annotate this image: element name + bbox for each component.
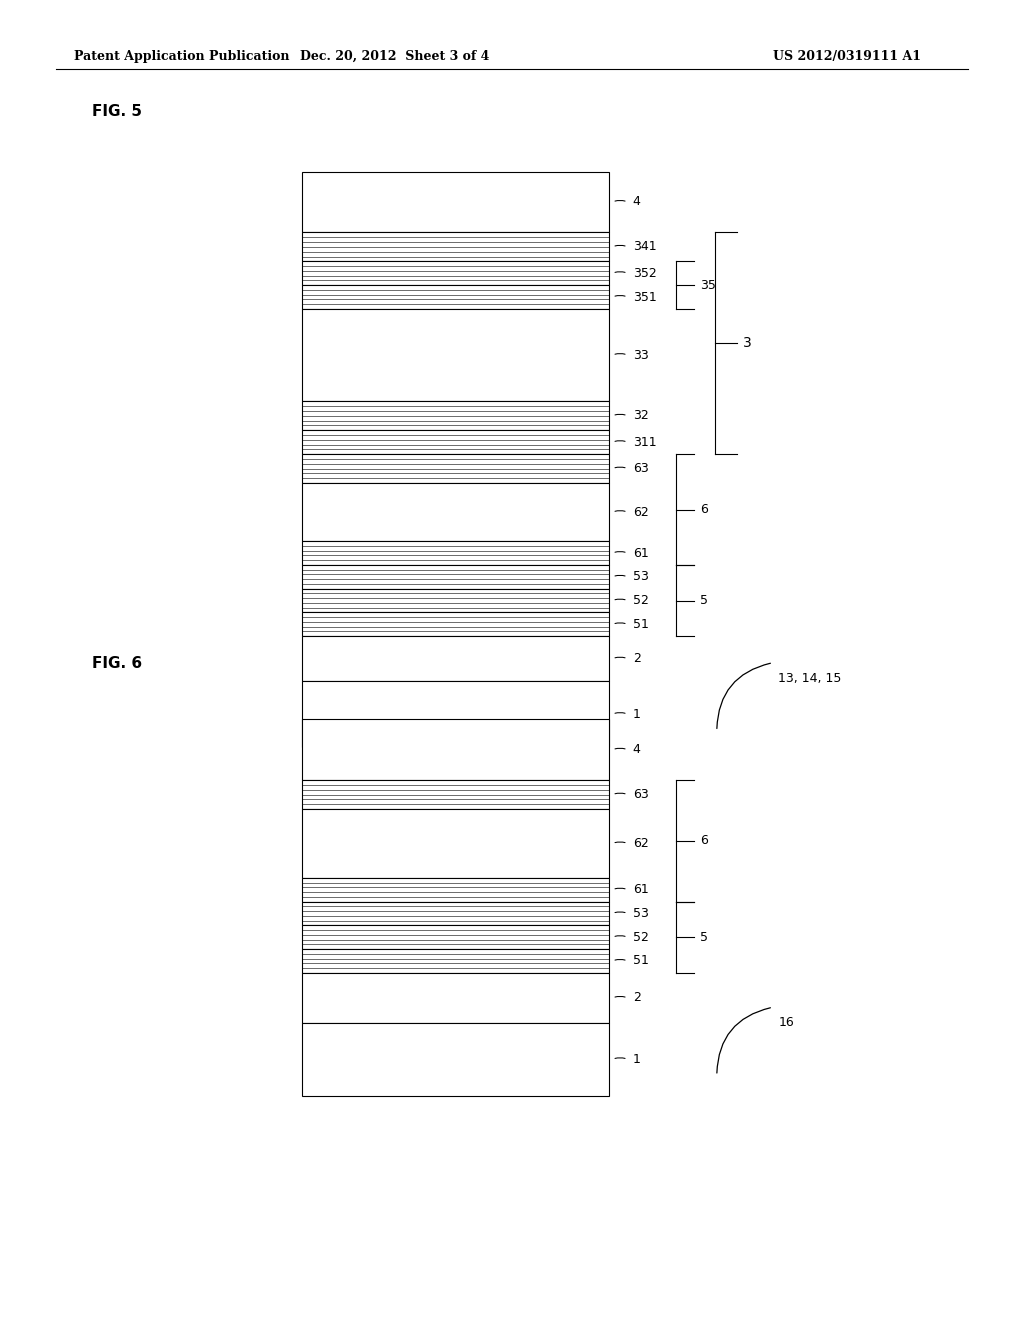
- Text: 351: 351: [633, 290, 656, 304]
- Bar: [302, 902, 609, 925]
- Bar: [302, 780, 609, 809]
- Text: 63: 63: [633, 788, 648, 801]
- Bar: [302, 636, 609, 681]
- Text: 51: 51: [633, 954, 649, 968]
- Text: 4: 4: [633, 195, 641, 209]
- Text: 341: 341: [633, 240, 656, 253]
- Text: 61: 61: [633, 546, 648, 560]
- Text: 32: 32: [633, 409, 648, 422]
- Bar: [302, 1023, 609, 1096]
- Bar: [302, 309, 609, 401]
- Bar: [302, 589, 609, 612]
- Text: 5: 5: [700, 931, 709, 944]
- Bar: [302, 232, 609, 261]
- Bar: [302, 454, 609, 483]
- Bar: [302, 401, 609, 430]
- Bar: [302, 541, 609, 565]
- Bar: [302, 285, 609, 309]
- Text: 3: 3: [743, 337, 753, 350]
- Text: Dec. 20, 2012  Sheet 3 of 4: Dec. 20, 2012 Sheet 3 of 4: [300, 50, 488, 63]
- Text: 62: 62: [633, 506, 648, 519]
- Bar: [302, 719, 609, 780]
- Text: 2: 2: [633, 652, 641, 665]
- Text: 63: 63: [633, 462, 648, 475]
- Text: 311: 311: [633, 436, 656, 449]
- Text: 5: 5: [700, 594, 709, 607]
- Bar: [302, 430, 609, 454]
- Text: 53: 53: [633, 570, 649, 583]
- Bar: [302, 261, 609, 285]
- Bar: [302, 809, 609, 878]
- Bar: [302, 565, 609, 589]
- Text: 51: 51: [633, 618, 649, 631]
- Text: Patent Application Publication: Patent Application Publication: [74, 50, 289, 63]
- Text: 4: 4: [633, 743, 641, 756]
- Bar: [302, 878, 609, 902]
- Bar: [302, 172, 609, 232]
- Text: 6: 6: [700, 834, 709, 847]
- Text: 1: 1: [633, 708, 641, 721]
- Text: 6: 6: [700, 503, 709, 516]
- Text: 52: 52: [633, 594, 649, 607]
- Text: 2: 2: [633, 991, 641, 1005]
- Text: 62: 62: [633, 837, 648, 850]
- Text: 13, 14, 15: 13, 14, 15: [778, 672, 842, 685]
- Bar: [302, 925, 609, 949]
- Bar: [302, 973, 609, 1023]
- Text: 16: 16: [778, 1016, 794, 1030]
- Text: FIG. 5: FIG. 5: [92, 104, 142, 119]
- Text: 35: 35: [700, 279, 717, 292]
- Bar: [302, 681, 609, 747]
- Text: FIG. 6: FIG. 6: [92, 656, 142, 671]
- Bar: [302, 483, 609, 541]
- Text: 352: 352: [633, 267, 656, 280]
- Text: 53: 53: [633, 907, 649, 920]
- Text: US 2012/0319111 A1: US 2012/0319111 A1: [773, 50, 922, 63]
- Bar: [302, 612, 609, 636]
- Text: 1: 1: [633, 1053, 641, 1065]
- Bar: [302, 949, 609, 973]
- Text: 33: 33: [633, 348, 648, 362]
- Text: 52: 52: [633, 931, 649, 944]
- Text: 61: 61: [633, 883, 648, 896]
